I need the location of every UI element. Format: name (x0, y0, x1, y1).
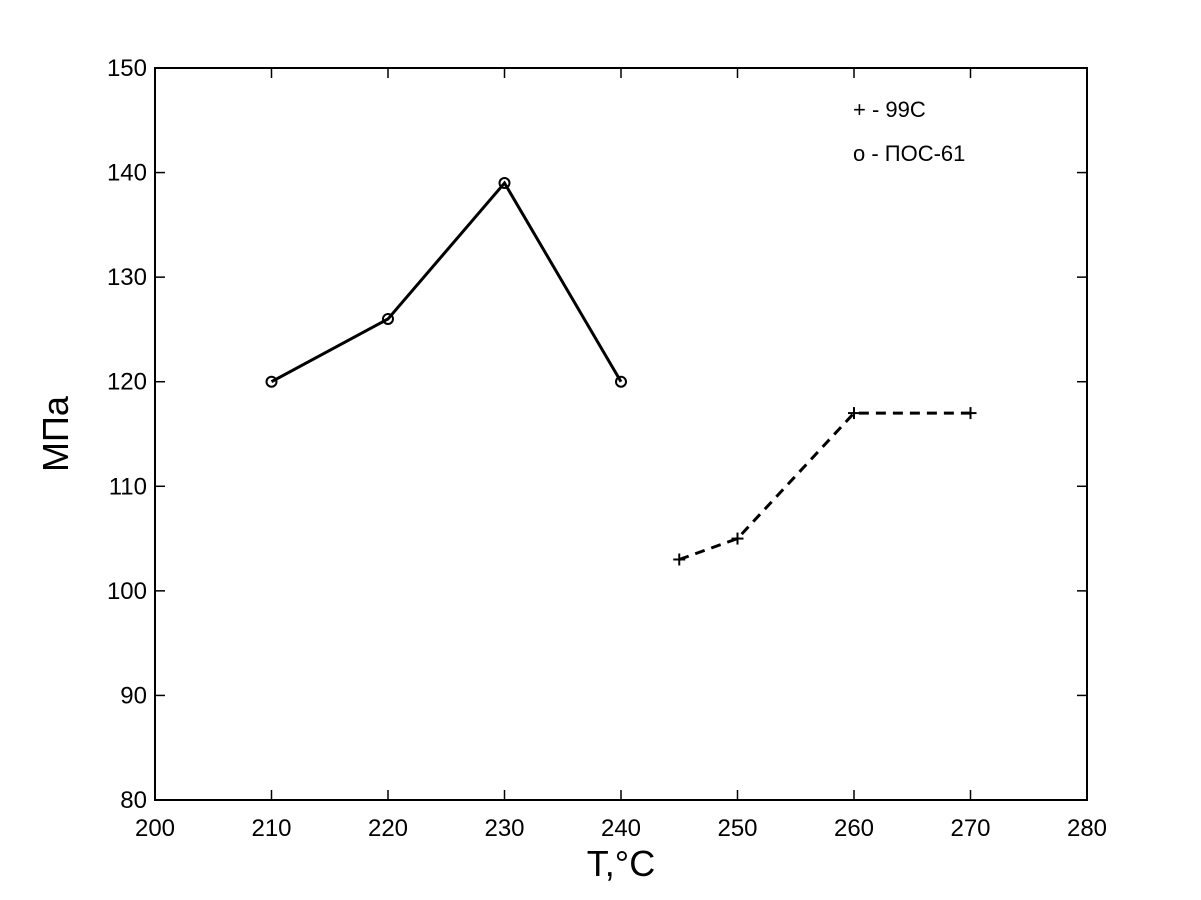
y-tick-label: 130 (107, 264, 147, 291)
x-tick-label: 250 (717, 815, 757, 842)
x-tick-label: 220 (368, 815, 408, 842)
y-tick-label: 100 (107, 578, 147, 605)
x-tick-label: 270 (950, 815, 990, 842)
x-axis-title: T,°C (587, 843, 655, 884)
legend: + - 99С o - ПОС-61 (853, 97, 965, 166)
data-point (848, 407, 860, 420)
y-tick-label: 120 (107, 369, 147, 396)
data-point (615, 375, 627, 388)
series-line (270, 180, 623, 384)
data-point (731, 532, 744, 545)
legend-entry-99c: + - 99С (853, 97, 926, 122)
x-tick-label: 280 (1067, 815, 1107, 842)
y-tick-label: 80 (120, 787, 147, 814)
legend-entry-pos61: o - ПОС-61 (853, 141, 965, 166)
series-0 (265, 177, 627, 388)
data-point (498, 177, 511, 190)
series-layer (265, 177, 977, 566)
y-tick-label: 90 (120, 682, 147, 709)
y-tick-label: 150 (107, 55, 147, 82)
series-line (678, 411, 971, 561)
y-axis-title: МПа (35, 395, 76, 472)
series-1 (673, 407, 977, 566)
axis-ticks (154, 67, 1088, 801)
x-tick-label: 210 (251, 815, 291, 842)
x-tick-label: 230 (484, 815, 524, 842)
x-tick-label: 240 (601, 815, 641, 842)
plot-frame (154, 67, 1088, 801)
data-point (265, 375, 278, 388)
y-tick-label: 140 (107, 160, 147, 187)
data-point (382, 312, 394, 325)
data-point (673, 553, 686, 566)
x-tick-label: 200 (135, 815, 175, 842)
tick-labels: 200 210 220 230 240 250 260 270 280 80 90 100 110 120… (107, 55, 1107, 842)
y-tick-label: 110 (109, 473, 147, 500)
x-tick-label: 260 (834, 815, 874, 842)
data-point (964, 407, 977, 420)
